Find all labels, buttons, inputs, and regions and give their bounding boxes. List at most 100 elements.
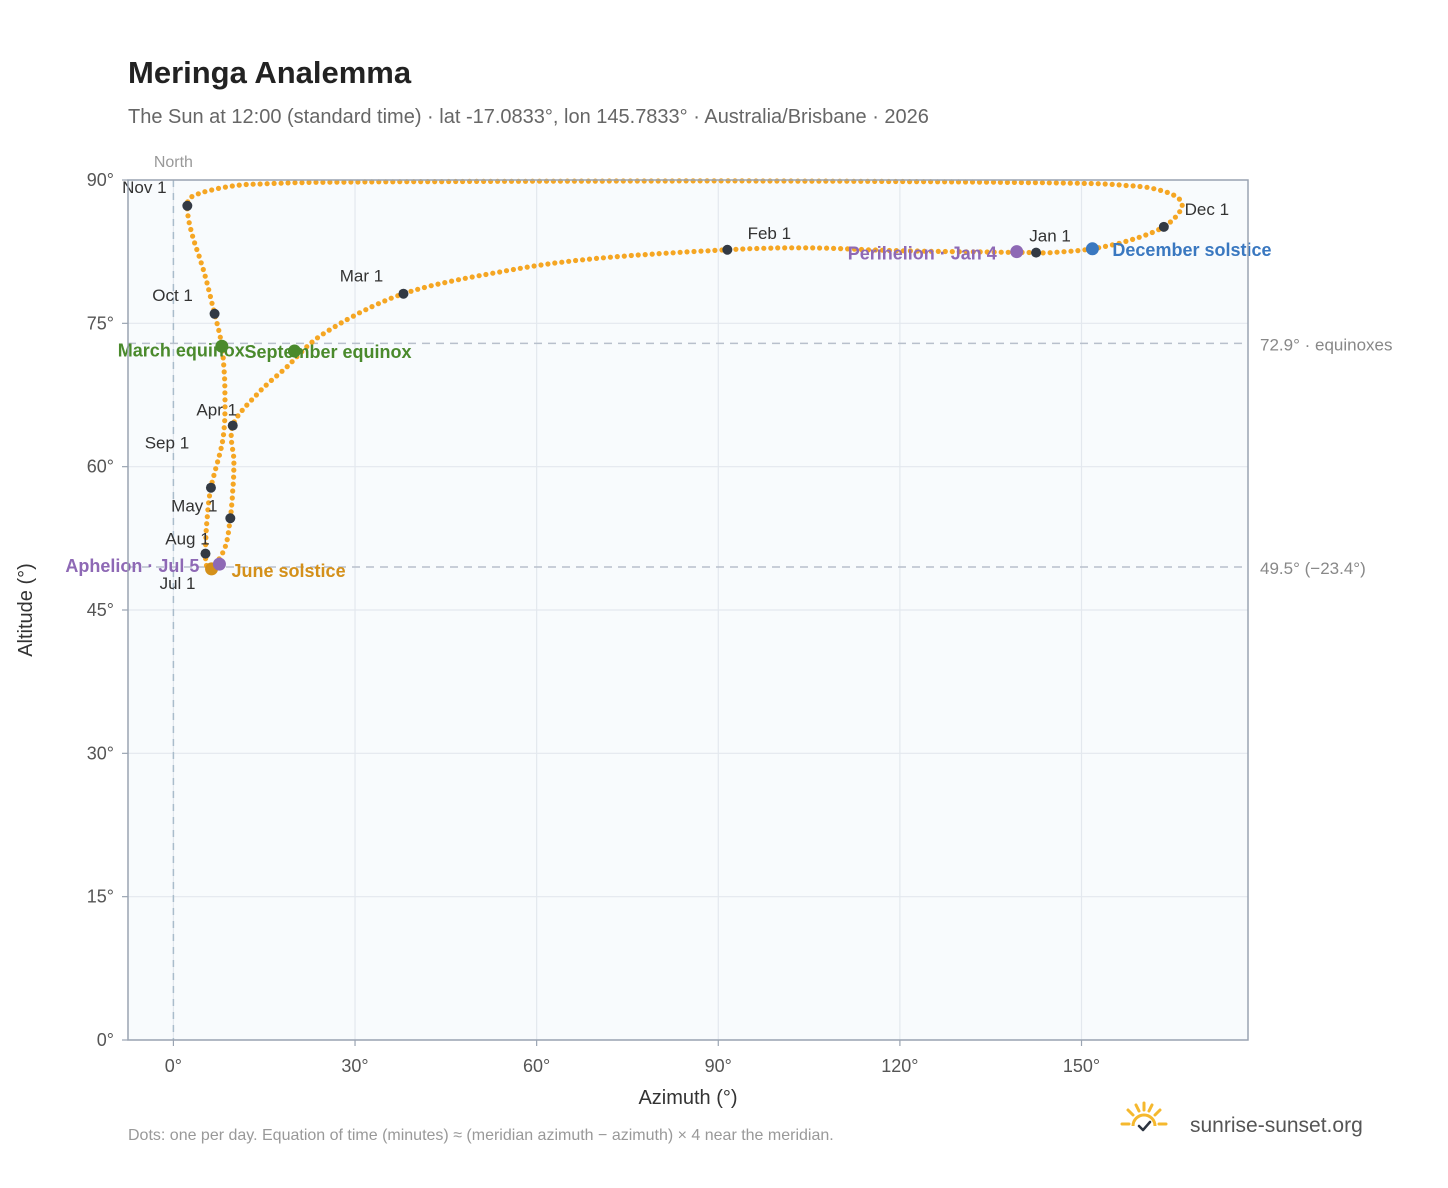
daily-sun-dot: [188, 226, 194, 233]
daily-sun-dot: [219, 439, 226, 445]
month-marker-label: Oct 1: [152, 286, 193, 305]
daily-sun-dot: [185, 213, 191, 219]
daily-sun-dot: [1130, 236, 1136, 242]
daily-sun-dot: [1136, 234, 1142, 240]
daily-sun-dot: [309, 339, 315, 345]
y-tick-label: 75°: [87, 313, 114, 333]
daily-sun-dot: [593, 255, 600, 261]
daily-sun-dot: [552, 260, 558, 266]
daily-sun-dot: [229, 495, 235, 501]
daily-sun-dot: [320, 331, 326, 337]
daily-sun-dot: [1018, 179, 1024, 186]
month-marker-label: Sep 1: [145, 434, 189, 453]
daily-sun-dot: [415, 286, 421, 292]
daily-sun-dot: [663, 250, 669, 256]
daily-sun-dot: [796, 245, 802, 251]
month-marker-dot: [205, 482, 216, 493]
month-marker-dot: [398, 288, 409, 299]
daily-sun-dot: [949, 249, 955, 255]
daily-sun-dot: [268, 377, 274, 383]
reference-line-label: 72.9° · equinoxes: [1260, 335, 1393, 354]
daily-sun-dot: [271, 180, 277, 186]
month-marker-label: May 1: [171, 496, 217, 515]
daily-sun-dot: [206, 493, 213, 499]
daily-sun-dot: [1068, 248, 1074, 254]
daily-sun-dot: [838, 246, 844, 252]
month-marker-label: Mar 1: [340, 267, 383, 286]
daily-sun-dot: [220, 432, 227, 438]
daily-sun-dot: [740, 246, 746, 252]
daily-sun-dot: [718, 178, 724, 184]
month-marker-label: Aug 1: [165, 530, 209, 549]
daily-sun-dot: [225, 530, 231, 536]
daily-sun-dot: [257, 181, 263, 187]
daily-sun-dot: [222, 397, 228, 403]
x-tick-label: 60°: [523, 1056, 550, 1076]
daily-sun-dot: [449, 278, 455, 284]
daily-sun-dot: [662, 178, 668, 184]
x-tick-label: 90°: [705, 1056, 732, 1076]
daily-sun-dot: [1123, 182, 1129, 189]
daily-sun-dot: [1060, 180, 1066, 186]
daily-sun-dot: [244, 402, 250, 408]
daily-sun-dot: [648, 178, 654, 184]
month-marker-label: Jul 1: [160, 574, 196, 593]
daily-sun-dot: [231, 474, 237, 480]
daily-sun-dot: [788, 178, 794, 184]
daily-sun-dot: [1167, 219, 1173, 225]
daily-sun-dot: [314, 335, 321, 341]
daily-sun-dot: [998, 249, 1004, 255]
daily-sun-dot: [327, 179, 333, 185]
daily-sun-dot: [189, 194, 195, 200]
daily-sun-dot: [304, 344, 310, 350]
daily-sun-dot: [782, 245, 788, 251]
month-marker-dot: [722, 244, 733, 255]
daily-sun-dot: [204, 514, 210, 520]
event-marker-dot: [212, 557, 226, 571]
daily-sun-dot: [977, 249, 983, 255]
event-markers: March equinox September equinox June solst…: [65, 240, 1271, 581]
daily-sun-dot: [1158, 187, 1164, 193]
daily-sun-dot: [872, 247, 879, 253]
daily-sun-dot: [1005, 249, 1011, 255]
daily-sun-dot: [524, 264, 530, 270]
daily-sun-dot: [214, 321, 220, 327]
daily-sun-dot: [991, 249, 997, 255]
daily-sun-dot: [226, 523, 232, 529]
daily-sun-dot: [215, 459, 221, 465]
daily-sun-dot: [733, 246, 739, 252]
event-marker-dot: [215, 339, 229, 353]
daily-sun-dot: [313, 179, 319, 185]
daily-sun-dot: [231, 467, 237, 473]
daily-sun-dot: [306, 179, 312, 185]
daily-sun-dot: [203, 535, 209, 541]
daily-sun-dot: [983, 179, 990, 185]
month-marker-dot: [1158, 221, 1169, 232]
y-axis-label: Altitude (°): [15, 563, 37, 657]
daily-sun-dot: [566, 258, 572, 264]
daily-sun-dot: [1109, 242, 1115, 248]
daily-sun-dot: [230, 488, 236, 494]
daily-sun-dot: [200, 266, 206, 273]
daily-sun-dot: [1116, 182, 1122, 188]
daily-sun-dot: [1151, 186, 1157, 192]
daily-sun-dot: [221, 369, 227, 375]
daily-sun-dot: [851, 246, 858, 252]
daily-sun-dot: [344, 316, 350, 323]
daily-sun-dot: [222, 404, 228, 410]
daily-sun-dot: [990, 179, 997, 185]
daily-sun-dot: [202, 273, 208, 279]
daily-sun-dot: [655, 178, 661, 184]
daily-sun-dot: [483, 271, 489, 278]
y-tick-label: 45°: [87, 600, 114, 620]
daily-sun-dot: [774, 178, 780, 184]
daily-sun-dot: [216, 327, 222, 333]
daily-sun-dot: [462, 275, 468, 281]
daily-sun-dot: [879, 247, 886, 253]
daily-sun-dot: [203, 542, 209, 548]
daily-sun-dot: [215, 185, 222, 191]
daily-sun-dot: [1171, 192, 1177, 198]
daily-sun-dot: [274, 373, 280, 379]
chart-title: Meringa Analemma: [128, 55, 412, 90]
